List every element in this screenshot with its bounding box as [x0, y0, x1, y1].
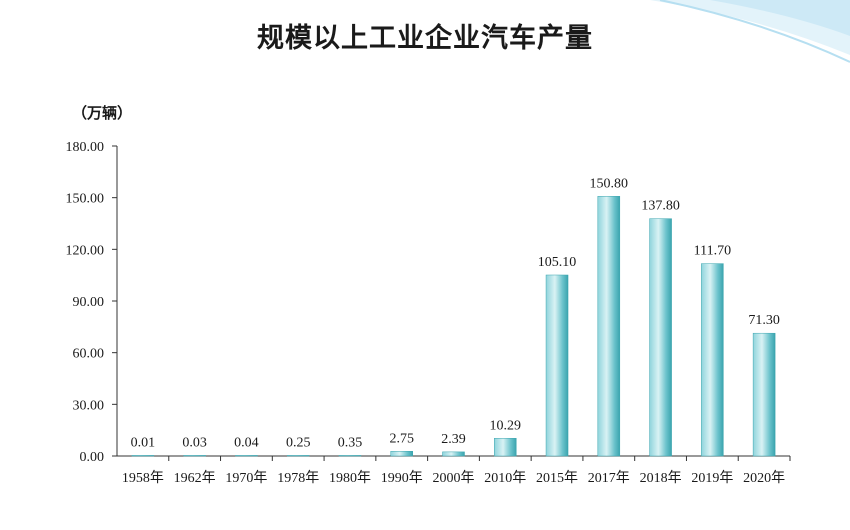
bar-value-label: 0.03	[182, 435, 207, 450]
x-tick-label: 1990年	[381, 470, 423, 486]
bar	[183, 455, 206, 457]
x-tick-label: 1978年	[277, 470, 319, 486]
bar	[338, 455, 362, 457]
x-tick-label: 2019年	[691, 470, 733, 486]
bar-value-label: 2.39	[441, 432, 466, 447]
x-tick-label: 2018年	[640, 470, 682, 486]
y-tick-label: 0.00	[80, 450, 105, 465]
chart-title: 规模以上工业企业汽车产量	[257, 23, 593, 54]
bar-value-label: 137.80	[641, 199, 680, 214]
y-axis-unit-label: （万辆）	[72, 104, 133, 122]
y-tick-label: 90.00	[73, 295, 105, 310]
y-tick-label: 150.00	[66, 192, 105, 207]
bar	[390, 451, 413, 457]
bar	[494, 438, 517, 457]
bar-value-label: 105.10	[538, 255, 577, 270]
y-tick-label: 30.00	[73, 398, 105, 413]
bar	[442, 451, 465, 457]
bar	[286, 455, 310, 457]
bars	[131, 196, 776, 457]
bar	[545, 274, 569, 457]
bar	[131, 455, 155, 457]
bar-value-label: 150.80	[590, 176, 629, 191]
bar-value-label: 0.01	[131, 435, 156, 450]
bar-value-label: 0.04	[234, 435, 259, 450]
bar-value-label: 10.29	[490, 418, 522, 433]
x-tick-label: 1958年	[122, 470, 164, 486]
x-tick-label: 2000年	[433, 470, 475, 486]
bar	[235, 455, 258, 457]
y-tick-label: 120.00	[66, 243, 105, 258]
x-tick-label: 2017年	[588, 470, 630, 486]
value-labels: 0.01 0.03 0.04 0.25 0.35 2.75 2.39 10.29 105.10 1…	[131, 176, 780, 450]
x-axis: 1958年 1962年 1970年 1978年 1980年 1990年 2000年 2010年…	[117, 455, 791, 486]
x-tick-label: 1970年	[225, 470, 267, 486]
bar-value-label: 71.30	[748, 313, 780, 328]
y-axis: 0.00 30.00 60.00 90.00 120.00 150.00 180.00	[66, 140, 118, 465]
y-tick-label: 180.00	[66, 140, 105, 155]
bar	[649, 218, 672, 457]
x-tick-label: 2020年	[743, 470, 785, 486]
x-tick-label: 2010年	[484, 470, 526, 486]
bar	[597, 196, 621, 457]
x-tick-label: 2015年	[536, 470, 578, 486]
bar	[752, 332, 776, 457]
bar-value-label: 111.70	[694, 244, 731, 259]
y-tick-label: 60.00	[73, 347, 105, 362]
bar-value-label: 0.25	[286, 435, 311, 450]
x-tick-label: 1980年	[329, 470, 371, 486]
x-tick-label: 1962年	[174, 470, 216, 486]
bar	[701, 263, 724, 457]
bar-value-label: 0.35	[338, 435, 363, 450]
bar-value-label: 2.75	[389, 431, 414, 446]
